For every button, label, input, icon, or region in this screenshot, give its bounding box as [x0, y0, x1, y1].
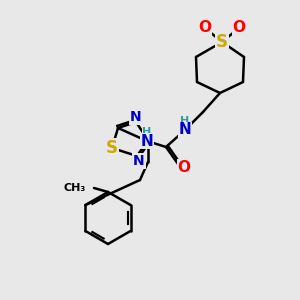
Text: O: O — [178, 160, 190, 175]
Text: N: N — [133, 154, 145, 168]
Text: H: H — [142, 127, 152, 137]
Text: S: S — [106, 139, 118, 157]
Text: O: O — [232, 20, 245, 35]
Text: N: N — [141, 134, 153, 148]
Text: H: H — [180, 116, 190, 126]
Text: N: N — [178, 122, 191, 137]
Text: CH₃: CH₃ — [64, 183, 86, 193]
Text: S: S — [216, 33, 228, 51]
Text: N: N — [130, 110, 142, 124]
Text: O: O — [199, 20, 212, 35]
